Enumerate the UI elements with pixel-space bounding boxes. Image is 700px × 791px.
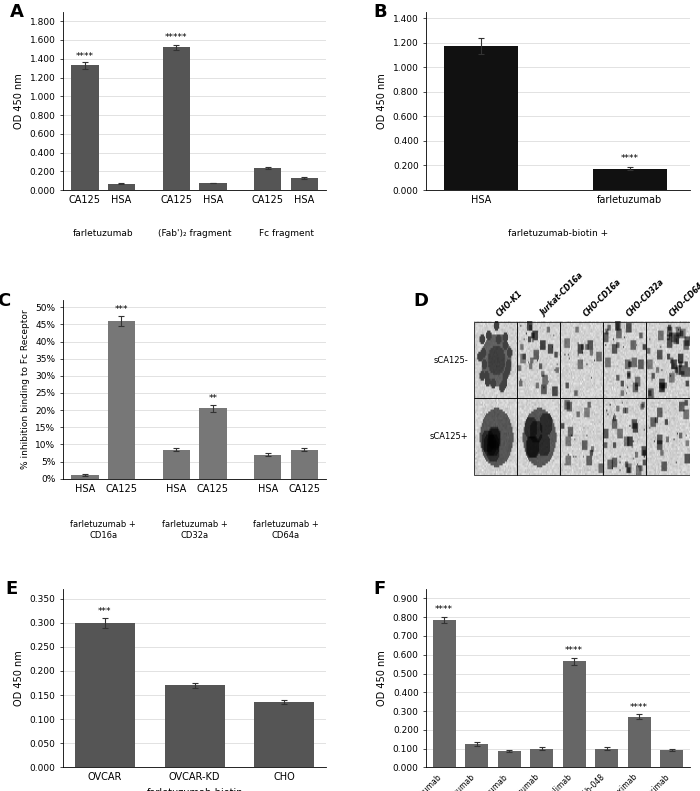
Text: CHO-CD64a: CHO-CD64a [668, 277, 700, 318]
Text: farletuzumab: farletuzumab [73, 229, 134, 238]
Bar [199, 183, 227, 190]
X-axis label: farletuzumab-biotin: farletuzumab-biotin [146, 788, 243, 791]
Bar [603, 399, 646, 475]
Text: D: D [413, 292, 428, 309]
Bar [517, 399, 560, 475]
Bar [290, 178, 318, 190]
Y-axis label: % inhibition binding to Fc Receptor: % inhibition binding to Fc Receptor [21, 310, 29, 469]
Bar [560, 322, 603, 399]
Bar [531, 748, 553, 767]
Text: F: F [374, 581, 386, 598]
Bar [595, 748, 618, 767]
Text: farletuzumab +
CD64a: farletuzumab + CD64a [253, 520, 319, 539]
Text: ****: **** [435, 605, 453, 615]
Text: C: C [0, 292, 10, 309]
Text: **: ** [209, 394, 218, 403]
Bar [71, 475, 99, 479]
Bar [164, 686, 225, 767]
Bar [444, 46, 518, 190]
Text: ***: *** [115, 305, 128, 314]
Bar [162, 47, 190, 190]
Bar [254, 455, 281, 479]
Text: Jurkat-CD16a: Jurkat-CD16a [538, 272, 584, 318]
Text: CHO-K1: CHO-K1 [495, 289, 525, 318]
Y-axis label: OD 450 nm: OD 450 nm [377, 650, 387, 706]
Bar [433, 620, 456, 767]
Bar [603, 322, 646, 399]
Text: ****: **** [630, 703, 648, 712]
Bar [71, 66, 99, 190]
Text: CHO-CD16a: CHO-CD16a [582, 277, 623, 318]
Bar [466, 744, 488, 767]
Bar [498, 751, 521, 767]
Bar [108, 184, 135, 190]
Text: ***: *** [98, 607, 111, 615]
Text: farletuzumab-biotin +: farletuzumab-biotin + [508, 229, 608, 238]
Bar [254, 702, 314, 767]
Text: B: B [374, 3, 387, 21]
Bar [199, 408, 227, 479]
Text: farletuzumab +
CD32a: farletuzumab + CD32a [162, 520, 228, 539]
Bar [517, 322, 560, 399]
Bar [75, 623, 135, 767]
Y-axis label: OD 450 nm: OD 450 nm [14, 73, 24, 129]
Bar [646, 322, 690, 399]
Bar [108, 321, 135, 479]
Text: Fc fragment: Fc fragment [258, 229, 314, 238]
Text: ****: **** [76, 51, 94, 61]
Text: (Fab')₂ fragment: (Fab')₂ fragment [158, 229, 232, 238]
Bar [660, 751, 683, 767]
Bar [474, 322, 517, 399]
Text: CHO-CD32a: CHO-CD32a [624, 277, 666, 318]
Bar [646, 399, 690, 475]
Y-axis label: OD 450 nm: OD 450 nm [377, 73, 387, 129]
Text: *****: ***** [165, 33, 188, 42]
Y-axis label: OD 450 nm: OD 450 nm [14, 650, 24, 706]
Bar [628, 717, 650, 767]
Bar [254, 168, 281, 190]
Text: sCA125+: sCA125+ [430, 432, 468, 441]
Bar [593, 168, 667, 190]
Text: ****: **** [621, 154, 639, 163]
Bar [162, 449, 190, 479]
Text: A: A [10, 3, 25, 21]
Text: ****: **** [565, 645, 583, 655]
Bar [563, 661, 585, 767]
Text: E: E [5, 581, 18, 598]
Bar [560, 399, 603, 475]
Bar [474, 399, 517, 475]
Text: sCA125-: sCA125- [433, 356, 468, 365]
Text: farletuzumab +
CD16a: farletuzumab + CD16a [70, 520, 136, 539]
Bar [290, 449, 318, 479]
